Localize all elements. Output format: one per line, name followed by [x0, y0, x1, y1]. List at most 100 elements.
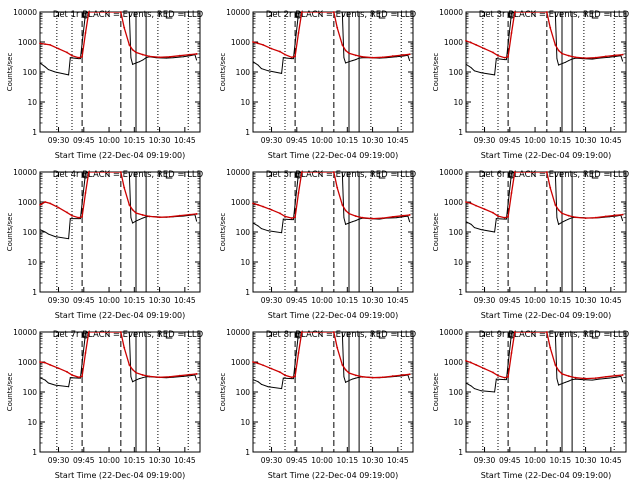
- y-tick-label: 10000: [226, 8, 250, 17]
- y-tick-label: 100: [449, 388, 464, 397]
- events-data-point: [505, 59, 507, 61]
- step-marker: [378, 12, 386, 19]
- x-axis-label: Start Time (22-Dec-04 09:19:00): [55, 311, 186, 320]
- lld-data-point: [503, 216, 506, 219]
- panel-title: Det 5r BLACK = Events, RED = LLD: [266, 170, 417, 180]
- lld-data-point: [77, 216, 80, 219]
- lld-data-point: [297, 192, 300, 194]
- y-axis-label: Counts/sec: [432, 373, 440, 412]
- panel-title: Det 9r BLACK = Events, RED = LLD: [479, 330, 630, 340]
- lld-series-line: [40, 172, 197, 219]
- lld-data-point: [549, 346, 552, 349]
- events-data-point: [495, 378, 497, 380]
- events-data-point: [79, 218, 81, 220]
- x-tick-label: 10:30: [362, 136, 384, 145]
- lld-data-point: [470, 41, 472, 44]
- lld-data-point: [81, 215, 84, 218]
- lld-data-point: [135, 371, 137, 374]
- lld-data-point: [195, 213, 198, 215]
- lld-data-point: [294, 216, 297, 219]
- lld-data-point: [71, 54, 73, 57]
- lld-data-point: [119, 331, 122, 333]
- events-data-point: [292, 378, 294, 380]
- events-data-point: [145, 376, 147, 378]
- lld-data-point: [252, 202, 254, 205]
- lld-data-point: [604, 375, 607, 378]
- events-data-point: [351, 378, 353, 380]
- lld-data-point: [545, 171, 548, 173]
- y-tick-label: 1: [32, 128, 37, 137]
- x-tick-label: 09:45: [286, 136, 308, 145]
- events-data-point: [465, 63, 467, 65]
- lld-series-line: [466, 172, 623, 219]
- lld-data-point: [594, 377, 597, 380]
- events-data-point: [351, 60, 353, 62]
- events-data-point: [196, 220, 198, 222]
- lld-data-point: [141, 214, 144, 216]
- x-axis-label: Start Time (22-Dec-04 09:19:00): [55, 471, 186, 480]
- lld-data-point: [158, 56, 161, 59]
- events-data-point: [402, 216, 404, 218]
- events-data-point: [395, 56, 397, 58]
- events-data-point: [571, 379, 573, 381]
- lld-data-point: [270, 367, 273, 370]
- x-tick-label: 09:45: [499, 456, 521, 465]
- events-data-point: [358, 218, 360, 220]
- plot-frame: [465, 171, 627, 293]
- events-data-point: [465, 382, 467, 384]
- x-axis-label: Start Time (22-Dec-04 09:19:00): [481, 151, 612, 160]
- y-tick-label: 10000: [439, 168, 463, 177]
- x-tick-label: 10:45: [174, 296, 196, 305]
- lld-data-point: [604, 55, 607, 58]
- lld-series-line: [466, 332, 623, 380]
- lld-data-point: [128, 364, 131, 366]
- lld-data-point: [336, 186, 339, 189]
- events-data-point: [622, 220, 624, 222]
- lld-data-point: [87, 331, 90, 333]
- events-data-point: [395, 217, 397, 219]
- lld-data-point: [348, 52, 350, 55]
- y-axis-label: Counts/sec: [219, 213, 227, 252]
- lld-data-point: [475, 364, 478, 366]
- events-data-point: [260, 383, 262, 385]
- events-data-point: [165, 57, 167, 59]
- x-tick-label: 09:45: [73, 456, 95, 465]
- lld-data-point: [128, 44, 131, 46]
- lld-data-point: [279, 50, 281, 53]
- lld-data-point: [621, 53, 624, 56]
- plot-frame: [39, 11, 201, 133]
- lld-data-point: [123, 26, 126, 29]
- lld-data-point: [81, 375, 84, 378]
- step-marker: [378, 332, 386, 339]
- events-data-point: [257, 381, 259, 383]
- lld-data-point: [584, 57, 587, 60]
- step-marker: [378, 172, 386, 179]
- lld-data-point: [348, 372, 350, 374]
- lld-data-point: [408, 53, 411, 56]
- events-data-point: [620, 375, 622, 377]
- lld-data-point: [84, 32, 87, 34]
- lld-data-point: [81, 55, 84, 58]
- events-data-point: [558, 64, 560, 66]
- x-tick-label: 10:30: [149, 456, 171, 465]
- events-data-point: [69, 377, 71, 379]
- lld-data-point: [66, 211, 68, 214]
- x-tick-label: 09:30: [48, 136, 70, 145]
- x-tick-label: 10:30: [149, 296, 171, 305]
- lld-data-point: [195, 373, 198, 375]
- y-tick-label: 1: [245, 128, 250, 137]
- x-tick-label: 09:30: [261, 456, 283, 465]
- x-tick-label: 10:00: [524, 136, 546, 145]
- y-tick-label: 10000: [13, 8, 37, 17]
- lld-data-point: [57, 367, 60, 370]
- lld-data-point: [391, 55, 394, 57]
- events-data-point: [130, 217, 132, 219]
- lld-data-point: [510, 32, 513, 34]
- events-data-point: [84, 12, 86, 14]
- events-data-point: [69, 218, 71, 220]
- events-data-point: [571, 58, 573, 60]
- events-data-point: [132, 222, 134, 224]
- events-data-point: [622, 381, 624, 383]
- lld-data-point: [503, 56, 506, 59]
- events-data-point: [348, 222, 350, 224]
